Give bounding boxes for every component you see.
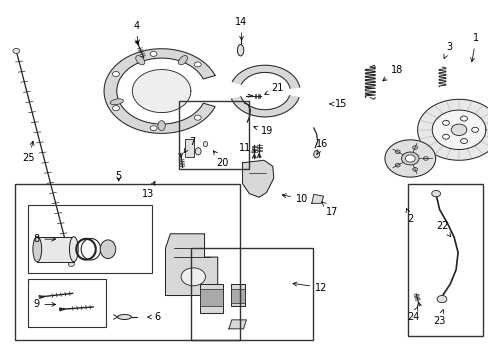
Text: 7: 7: [183, 138, 195, 153]
Ellipse shape: [136, 55, 144, 65]
Ellipse shape: [203, 141, 207, 147]
Polygon shape: [132, 69, 190, 113]
Bar: [15, 184, 239, 339]
Text: 17: 17: [321, 202, 338, 217]
Text: 20: 20: [213, 151, 228, 168]
Text: 11: 11: [239, 143, 255, 153]
Bar: [27, 205, 152, 273]
Ellipse shape: [158, 121, 165, 131]
Text: 23: 23: [432, 310, 445, 325]
Ellipse shape: [110, 99, 123, 105]
Text: 19: 19: [253, 126, 272, 136]
Circle shape: [394, 150, 399, 153]
Circle shape: [150, 126, 157, 131]
Polygon shape: [104, 49, 215, 133]
Bar: [190, 248, 312, 339]
Polygon shape: [165, 234, 217, 296]
Ellipse shape: [118, 315, 131, 319]
Polygon shape: [417, 99, 488, 160]
Polygon shape: [431, 110, 485, 149]
Text: 9: 9: [33, 300, 56, 310]
Text: 12: 12: [292, 282, 327, 293]
Text: 2: 2: [405, 208, 412, 224]
Circle shape: [112, 105, 119, 111]
Text: 15: 15: [328, 99, 346, 109]
Circle shape: [450, 124, 466, 135]
Circle shape: [423, 157, 427, 160]
Polygon shape: [232, 65, 299, 88]
Polygon shape: [228, 320, 246, 329]
Circle shape: [412, 146, 417, 149]
Circle shape: [401, 152, 418, 165]
Polygon shape: [231, 96, 298, 117]
Circle shape: [431, 190, 440, 197]
Text: 16: 16: [316, 139, 328, 154]
Circle shape: [150, 51, 157, 57]
Circle shape: [436, 296, 446, 303]
Text: 14: 14: [235, 17, 247, 40]
Circle shape: [68, 262, 74, 266]
Circle shape: [412, 168, 417, 171]
Circle shape: [442, 120, 448, 125]
Text: 24: 24: [406, 307, 419, 322]
Circle shape: [460, 116, 467, 121]
Ellipse shape: [69, 237, 78, 262]
Bar: [199, 284, 223, 313]
Circle shape: [460, 139, 467, 144]
Bar: [27, 279, 105, 327]
Bar: [199, 289, 223, 306]
Circle shape: [181, 268, 205, 286]
Text: 1: 1: [470, 33, 478, 62]
Text: 5: 5: [115, 171, 122, 181]
Bar: [184, 139, 193, 157]
Circle shape: [112, 71, 119, 76]
Polygon shape: [384, 140, 435, 177]
Polygon shape: [242, 160, 273, 197]
Bar: [407, 184, 483, 336]
Text: 21: 21: [264, 83, 283, 94]
Ellipse shape: [33, 237, 41, 262]
Ellipse shape: [100, 240, 116, 258]
Circle shape: [405, 155, 414, 162]
Text: 6: 6: [147, 312, 161, 322]
Ellipse shape: [178, 55, 187, 65]
Circle shape: [194, 115, 201, 120]
Text: 18: 18: [382, 64, 402, 81]
Bar: [178, 101, 249, 169]
Circle shape: [471, 127, 478, 132]
Ellipse shape: [195, 148, 201, 155]
Circle shape: [394, 163, 399, 167]
Ellipse shape: [313, 150, 319, 158]
Bar: [230, 289, 245, 303]
Circle shape: [194, 62, 201, 67]
Polygon shape: [311, 194, 323, 203]
Circle shape: [13, 48, 20, 53]
Text: 8: 8: [33, 234, 56, 244]
Circle shape: [442, 134, 448, 139]
Text: 10: 10: [282, 194, 307, 204]
Text: 4: 4: [133, 21, 139, 44]
Bar: [37, 237, 74, 262]
Ellipse shape: [237, 44, 244, 56]
Text: 22: 22: [435, 221, 450, 237]
Bar: [230, 284, 245, 306]
Text: 13: 13: [142, 181, 155, 199]
Text: 3: 3: [443, 42, 451, 58]
Text: 25: 25: [22, 141, 35, 163]
